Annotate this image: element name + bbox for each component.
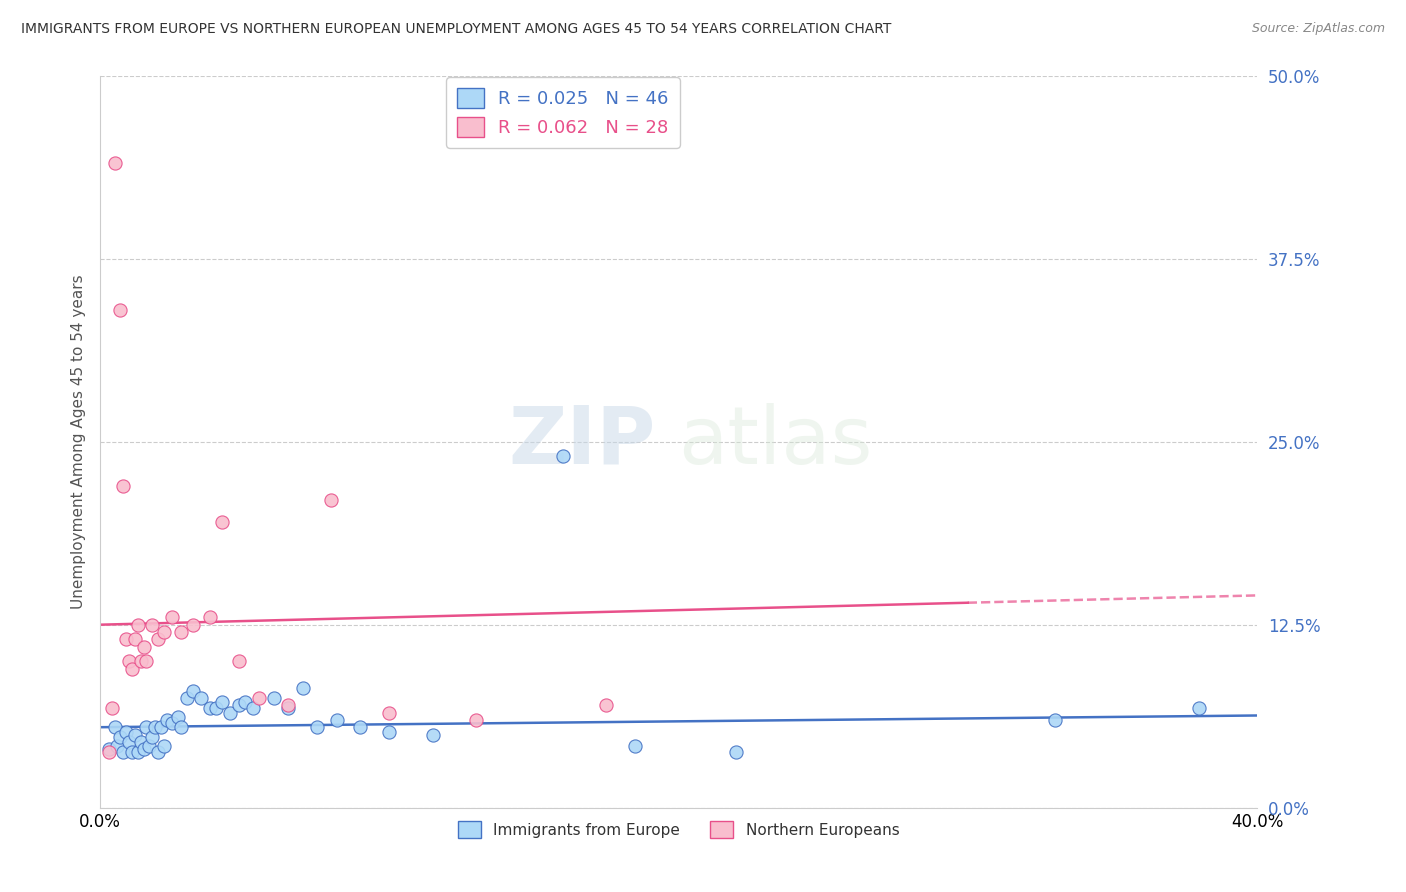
Point: [129, 654, 152, 668]
Y-axis label: Unemployment Among Ages 45 to 54 years: Unemployment Among Ages 45 to 54 years: [72, 275, 86, 609]
Point: [1043, 713, 1066, 727]
Point: [107, 739, 129, 754]
Point: [378, 706, 401, 720]
Point: [176, 690, 198, 705]
Point: [291, 681, 314, 695]
Point: [422, 727, 444, 741]
Point: [152, 739, 174, 754]
Point: [170, 720, 193, 734]
Point: [124, 632, 146, 647]
Point: [378, 724, 401, 739]
Point: [162, 715, 184, 730]
Point: [551, 450, 574, 464]
Point: [326, 713, 349, 727]
Point: [263, 690, 285, 705]
Point: [110, 731, 132, 745]
Point: [143, 720, 166, 734]
Text: IMMIGRANTS FROM EUROPE VS NORTHERN EUROPEAN UNEMPLOYMENT AMONG AGES 45 TO 54 YEA: IMMIGRANTS FROM EUROPE VS NORTHERN EUROP…: [21, 22, 891, 37]
Point: [181, 683, 204, 698]
Legend: Immigrants from Europe, Northern Europeans: Immigrants from Europe, Northern Europea…: [451, 815, 905, 844]
Point: [211, 515, 233, 529]
Point: [97, 742, 120, 756]
Point: [349, 720, 371, 734]
Point: [170, 625, 193, 640]
Point: [110, 302, 132, 317]
Point: [138, 739, 160, 754]
Point: [1188, 701, 1211, 715]
Point: [146, 632, 169, 647]
Point: [198, 610, 221, 624]
Point: [121, 662, 143, 676]
Point: [146, 745, 169, 759]
Point: [135, 654, 157, 668]
Point: [127, 745, 149, 759]
Point: [124, 727, 146, 741]
Point: [104, 156, 127, 170]
Point: [121, 745, 143, 759]
Point: [135, 720, 157, 734]
Point: [118, 654, 141, 668]
Point: [162, 610, 184, 624]
Point: [277, 698, 299, 713]
Point: [104, 720, 127, 734]
Point: [595, 698, 617, 713]
Point: [305, 720, 328, 734]
Point: [100, 701, 122, 715]
Point: [242, 701, 264, 715]
Point: [115, 724, 138, 739]
Point: [132, 742, 155, 756]
Point: [149, 720, 172, 734]
Point: [277, 701, 299, 715]
Point: [167, 710, 190, 724]
Text: ZIP: ZIP: [508, 402, 655, 481]
Point: [228, 698, 250, 713]
Point: [156, 713, 179, 727]
Point: [181, 617, 204, 632]
Point: [112, 478, 135, 492]
Point: [233, 695, 256, 709]
Text: Source: ZipAtlas.com: Source: ZipAtlas.com: [1251, 22, 1385, 36]
Point: [97, 745, 120, 759]
Text: atlas: atlas: [679, 402, 873, 481]
Point: [141, 731, 163, 745]
Point: [141, 617, 163, 632]
Point: [127, 617, 149, 632]
Point: [190, 690, 212, 705]
Point: [228, 654, 250, 668]
Point: [118, 735, 141, 749]
Point: [198, 701, 221, 715]
Point: [129, 735, 152, 749]
Point: [465, 713, 488, 727]
Point: [204, 701, 226, 715]
Point: [219, 706, 242, 720]
Point: [211, 695, 233, 709]
Point: [321, 493, 343, 508]
Point: [132, 640, 155, 654]
Point: [725, 745, 748, 759]
Point: [247, 690, 270, 705]
Point: [112, 745, 135, 759]
Point: [624, 739, 647, 754]
Point: [152, 625, 174, 640]
Point: [115, 632, 138, 647]
